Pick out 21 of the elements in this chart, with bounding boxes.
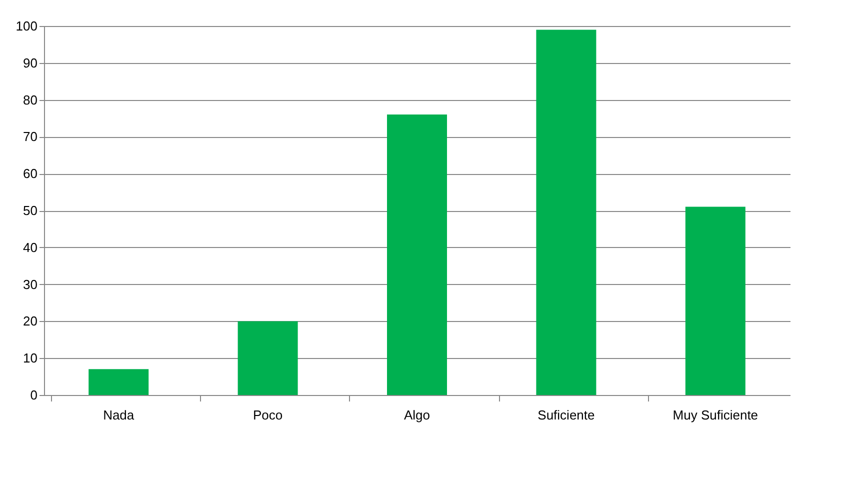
bar bbox=[536, 30, 596, 395]
bar bbox=[88, 369, 149, 395]
x-tick-label: Nada bbox=[103, 408, 135, 422]
y-tick-label: 20 bbox=[23, 314, 38, 329]
y-tick-label: 80 bbox=[23, 92, 38, 108]
y-tick-label: 10 bbox=[23, 350, 38, 366]
x-tick-label: Muy Suficiente bbox=[672, 408, 758, 422]
y-tick-label: 70 bbox=[23, 129, 38, 144]
bar bbox=[387, 114, 447, 395]
x-tick-label: Algo bbox=[404, 408, 430, 422]
y-tick-label: 0 bbox=[30, 388, 38, 402]
y-tick-label: 90 bbox=[23, 55, 38, 70]
bar bbox=[238, 321, 298, 395]
y-tick-label: 50 bbox=[23, 203, 38, 218]
bar bbox=[685, 206, 746, 395]
x-tick-label: Poco bbox=[252, 408, 283, 422]
y-tick-label: 30 bbox=[23, 276, 38, 292]
x-tick-label: Suficiente bbox=[538, 408, 595, 422]
y-tick-label: 40 bbox=[23, 240, 38, 255]
y-tick-label: 60 bbox=[23, 166, 38, 182]
y-tick-label: 100 bbox=[16, 18, 38, 34]
